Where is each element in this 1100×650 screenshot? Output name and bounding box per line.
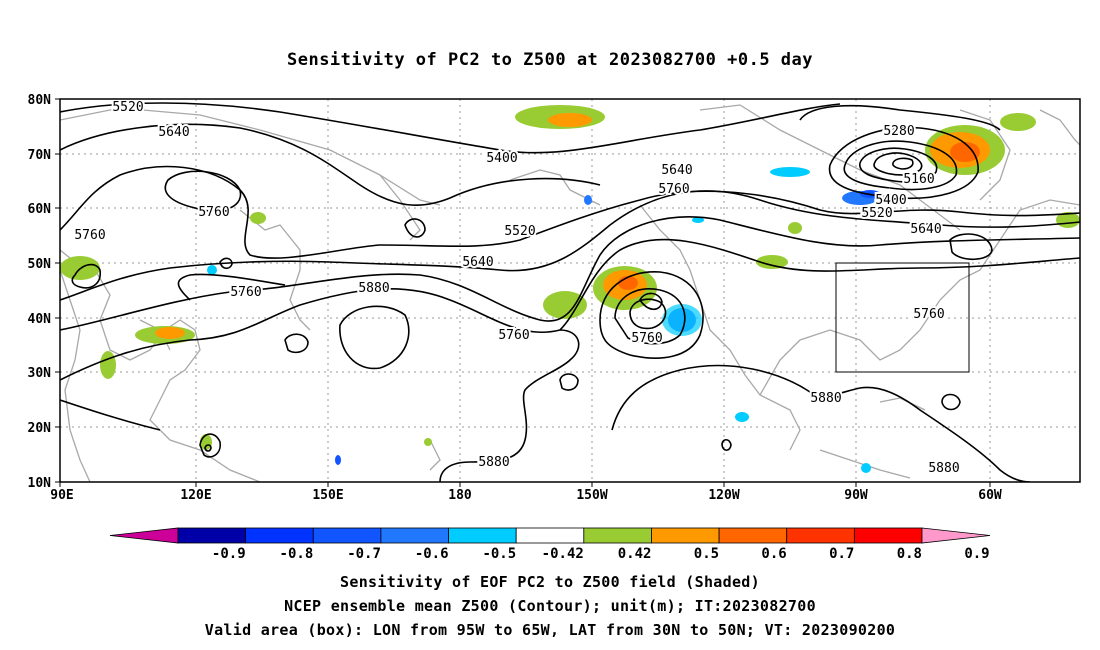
colorbar-label: 0.42 bbox=[618, 546, 652, 562]
colorbar-segment bbox=[651, 527, 720, 544]
lat-label: 10N bbox=[28, 476, 52, 491]
contour-label: 5160 bbox=[903, 172, 934, 187]
lat-label: 20N bbox=[28, 421, 52, 436]
longitude-labels: 90E 120E 150E 180 150W 120W 90W 60W bbox=[50, 488, 1002, 503]
contour-labels: 5520 5640 5400 5760 5520 5640 5760 5640 … bbox=[72, 98, 961, 478]
lon-label: 60W bbox=[978, 488, 1002, 503]
lat-label: 50N bbox=[28, 257, 52, 272]
lon-label: 120E bbox=[180, 488, 211, 503]
contour-label: 5520 bbox=[112, 100, 143, 115]
colorbar-segment bbox=[515, 527, 585, 544]
latitude-labels: 80N 70N 60N 50N 40N 30N 20N 10N bbox=[28, 93, 52, 491]
colorbar-segment bbox=[583, 527, 652, 544]
contour-label: 5760 bbox=[658, 182, 689, 197]
colorbar-low-arrow bbox=[109, 527, 179, 544]
contour-label: 5760 bbox=[230, 285, 261, 300]
contour-label: 5880 bbox=[358, 281, 389, 296]
contour-label: 5880 bbox=[928, 461, 959, 476]
colorbar-label: -0.5 bbox=[482, 546, 516, 562]
lat-label: 30N bbox=[28, 366, 52, 381]
contour-label: 5760 bbox=[913, 307, 944, 322]
colorbar-label: 0.7 bbox=[829, 546, 854, 562]
plot-area bbox=[60, 99, 1080, 482]
colorbar-segment bbox=[718, 527, 788, 544]
colorbar-segment bbox=[312, 527, 382, 544]
contour-label: 5640 bbox=[462, 255, 493, 270]
lat-label: 80N bbox=[28, 93, 52, 108]
valid-area-box bbox=[835, 262, 970, 373]
contour-label: 5760 bbox=[74, 228, 105, 243]
colorbar-label: -0.6 bbox=[415, 546, 449, 562]
contour-label: 5760 bbox=[198, 205, 229, 220]
colorbar-label: -0.42 bbox=[542, 546, 584, 562]
contour-label: 5520 bbox=[504, 224, 535, 239]
tick-marks bbox=[55, 98, 991, 487]
colorbar-segment bbox=[177, 527, 247, 544]
contour-label: 5280 bbox=[883, 124, 914, 139]
plot-frame bbox=[59, 98, 1081, 483]
lon-label: 180 bbox=[448, 488, 472, 503]
lon-label: 150E bbox=[312, 488, 343, 503]
sensitivity-shading bbox=[60, 105, 1080, 473]
lat-label: 70N bbox=[28, 148, 52, 163]
colorbar-label: 0.5 bbox=[694, 546, 719, 562]
colorbar: -0.9 -0.8 -0.7 -0.6 -0.5 -0.42 0.42 0.5 0.6 0.7 0.… bbox=[109, 527, 991, 562]
footer-line-3: Valid area (box): LON from 95W to 65W, L… bbox=[204, 621, 896, 639]
figure-title: Sensitivity of PC2 to Z500 at 2023082700… bbox=[286, 50, 813, 70]
colorbar-label: 0.8 bbox=[897, 546, 922, 562]
colorbar-label: -0.9 bbox=[212, 546, 246, 562]
lon-label: 120W bbox=[708, 488, 739, 503]
colorbar-label: 0.6 bbox=[761, 546, 786, 562]
colorbar-high-arrow bbox=[921, 527, 991, 544]
z500-contours bbox=[60, 102, 1080, 482]
footer-line-2: NCEP ensemble mean Z500 (Contour); unit(… bbox=[284, 597, 816, 615]
colorbar-segment bbox=[448, 527, 517, 544]
lat-label: 60N bbox=[28, 202, 52, 217]
contour-label: 5760 bbox=[498, 328, 529, 343]
lat-label: 40N bbox=[28, 312, 52, 327]
footer-line-1: Sensitivity of EOF PC2 to Z500 field (Sh… bbox=[340, 573, 760, 591]
lon-label: 150W bbox=[576, 488, 607, 503]
colorbar-label: 0.9 bbox=[964, 546, 989, 562]
contour-label: 5880 bbox=[478, 455, 509, 470]
contour-label: 5640 bbox=[910, 222, 941, 237]
contour-label: 5520 bbox=[861, 206, 892, 221]
contour-label: 5880 bbox=[810, 391, 841, 406]
colorbar-label: -0.8 bbox=[280, 546, 314, 562]
lon-label: 90W bbox=[844, 488, 868, 503]
colorbar-segment bbox=[853, 527, 923, 544]
colorbar-segment bbox=[380, 527, 449, 544]
contour-label: 5400 bbox=[486, 151, 517, 166]
lon-label: 90E bbox=[50, 488, 73, 503]
colorbar-segment bbox=[786, 527, 855, 544]
contour-label: 5640 bbox=[661, 163, 692, 178]
contour-label: 5760 bbox=[631, 331, 662, 346]
colorbar-label: -0.7 bbox=[347, 546, 381, 562]
contour-label: 5400 bbox=[875, 193, 906, 208]
colorbar-segment bbox=[245, 527, 314, 544]
contour-label: 5640 bbox=[158, 125, 189, 140]
